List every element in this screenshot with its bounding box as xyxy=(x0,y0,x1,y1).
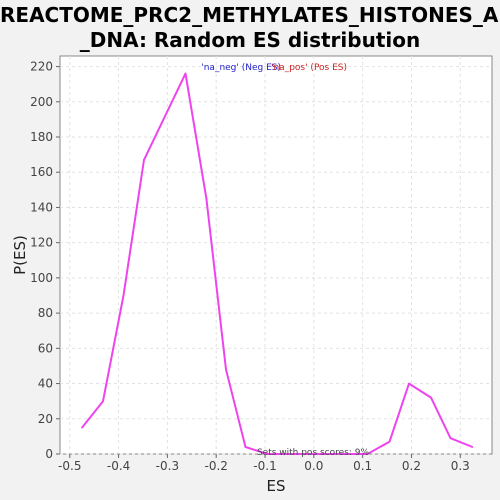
y-tick-label: 80 xyxy=(38,306,53,320)
y-tick-label: 220 xyxy=(30,60,53,74)
data-point xyxy=(81,426,83,429)
y-tick-label: 100 xyxy=(30,271,53,285)
x-axis-label: ES xyxy=(267,477,286,495)
x-tick-label: -0.5 xyxy=(58,459,81,473)
data-point xyxy=(143,159,145,161)
data-point xyxy=(408,382,410,385)
x-tick-label: -0.4 xyxy=(107,459,130,473)
grid xyxy=(60,56,492,455)
data-point xyxy=(244,446,247,448)
y-tick-label: 180 xyxy=(30,130,53,144)
chart-title: REACTOME_PRC2_METHYLATES_HISTONES_AND _D… xyxy=(0,3,500,53)
data-point xyxy=(184,72,187,75)
legend: 'na_neg' (Neg ES)'na_pos' (Pos ES) xyxy=(201,63,347,73)
data-point xyxy=(430,396,432,399)
y-tick-label: 20 xyxy=(38,412,53,426)
chart-title-line-1: REACTOME_PRC2_METHYLATES_HISTONES_AND xyxy=(0,3,500,27)
chart-title-line-2: _DNA: Random ES distribution xyxy=(79,28,421,52)
data-point xyxy=(366,453,369,455)
data-point xyxy=(102,400,104,402)
data-point xyxy=(449,437,452,439)
x-tick-label: 0.2 xyxy=(402,459,421,473)
data-point xyxy=(388,440,391,443)
data-point xyxy=(122,294,125,297)
legend-entry-pos: 'na_pos' (Pos ES) xyxy=(271,63,347,73)
y-tick-label: 140 xyxy=(30,200,53,214)
y-tick-label: 160 xyxy=(30,165,53,179)
y-tick-label: 0 xyxy=(45,447,53,461)
data-point xyxy=(266,453,269,455)
x-tick-label: 0.1 xyxy=(353,459,372,473)
x-tick-label: 0.0 xyxy=(304,459,323,473)
plot-area xyxy=(59,55,493,455)
data-point xyxy=(205,197,208,200)
legend-entry-neg: 'na_neg' (Neg ES) xyxy=(201,63,281,73)
y-tick-label: 40 xyxy=(38,377,53,391)
y-tick-label: 120 xyxy=(30,236,53,250)
y-tick-label: 60 xyxy=(38,341,53,355)
pos-scores-annotation: Sets with pos scores: 9% xyxy=(257,448,370,458)
x-tick-label: 0.3 xyxy=(451,459,470,473)
data-point xyxy=(225,368,227,371)
data-point xyxy=(471,446,474,448)
y-axis-label: P(ES) xyxy=(11,235,29,275)
x-tick-label: -0.3 xyxy=(156,459,179,473)
x-tick-label: -0.1 xyxy=(253,459,276,473)
axes: -0.5 -0.4 -0.3 -0.2 -0.1 0.0 0.1 0.2 0.3 0 20 40 60 8… xyxy=(30,60,470,473)
series-layer xyxy=(81,72,474,455)
y-tick-label: 200 xyxy=(30,95,53,109)
x-tick-label: -0.2 xyxy=(204,459,227,473)
